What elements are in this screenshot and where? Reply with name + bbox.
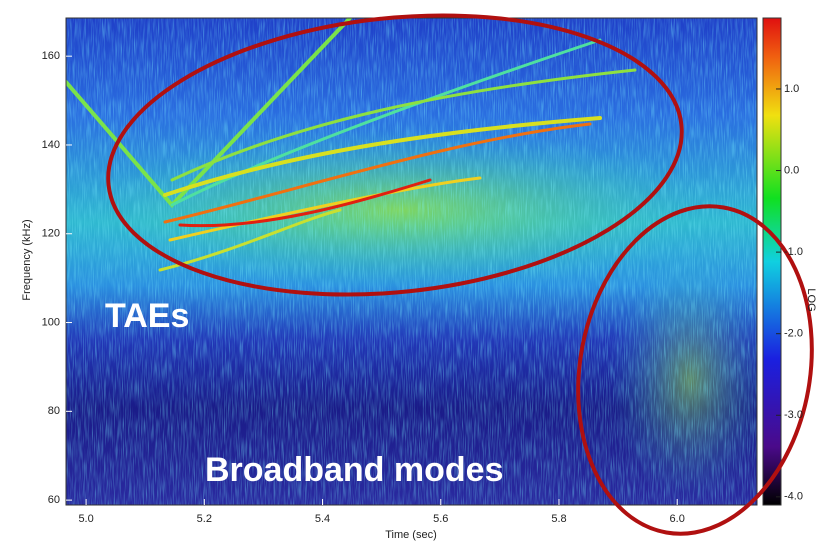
y-tick-label: 80 [48,405,60,417]
x-tick-label: 6.0 [670,513,685,525]
y-tick-label: 120 [42,228,60,240]
colorbar-tick-label: 0.0 [784,164,799,176]
x-tick-label: 5.6 [433,513,448,525]
x-tick-label: 5.4 [315,513,330,525]
highlight-ellipse [106,13,684,297]
colorbar-title: LOG [805,288,817,311]
colorbar-tick-label: 1.0 [784,83,799,95]
annotation: Broadband modes [205,451,503,489]
x-tick-label: 5.2 [197,513,212,525]
y-tick-label: 60 [48,494,60,506]
colorbar-tick-label: -4.0 [784,491,803,503]
mode-lines [66,18,637,272]
colorbar [762,17,782,506]
x-tick-label: 5.0 [78,513,93,525]
spectrogram [66,18,757,505]
x-axis-title: Time (sec) [385,529,437,541]
colorbar-tick-label: -1.0 [784,246,803,258]
x-tick-label: 5.8 [551,513,566,525]
highlight-ellipse [576,204,814,536]
y-tick-label: 100 [42,316,60,328]
y-tick-label: 140 [42,139,60,151]
colorbar-tick-label: -2.0 [784,328,803,340]
y-tick-label: 160 [42,50,60,62]
annotation: TAEs [105,297,189,335]
colorbar-tick-label: -3.0 [784,409,803,421]
y-axis-title: Frequency (kHz) [21,219,33,300]
